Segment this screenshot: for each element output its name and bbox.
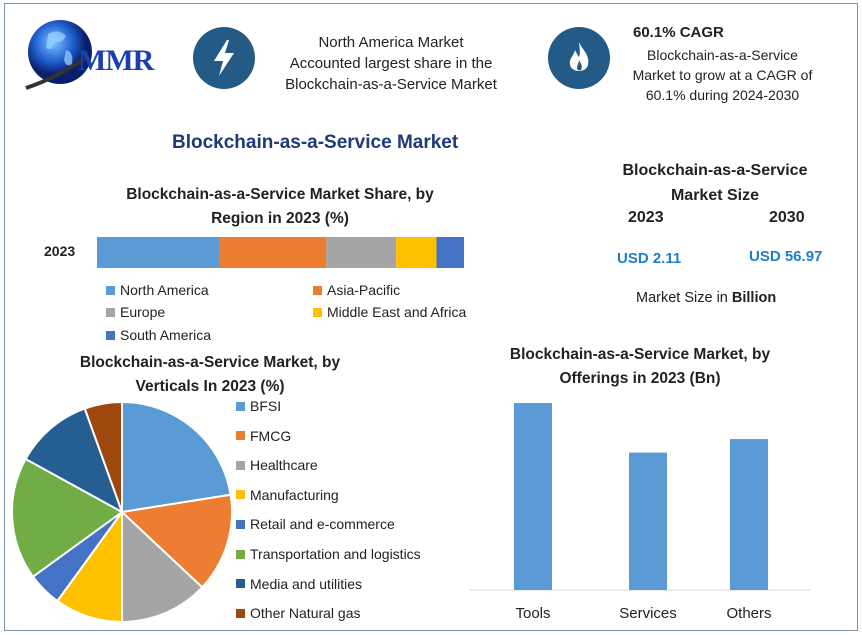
legend-item: Middle East and Africa (313, 304, 466, 320)
cagr-title: 60.1% CAGR (633, 24, 724, 41)
legend-item: South America (106, 327, 211, 343)
legend-label: Transportation and logistics (250, 546, 421, 562)
pie-slice-media-and-utilities (24, 407, 124, 515)
market-size-title: Blockchain-as-a-Service Market Size (600, 158, 830, 208)
verticals-title-line: Blockchain-as-a-Service Market, by (79, 354, 341, 371)
legend-item: Transportation and logistics (236, 546, 421, 562)
logo-text: MMR (78, 44, 154, 77)
infographic-frame (4, 3, 858, 631)
market-value-2023: USD 2.11 (617, 250, 682, 267)
legend-item: Europe (106, 304, 165, 320)
market-size-note: Market Size in Billion (636, 290, 776, 306)
legend-item: Media and utilities (236, 576, 362, 592)
legend-item: Retail and e-commerce (236, 516, 395, 532)
region-chart-title: Blockchain-as-a-Service Market Share, by… (80, 183, 480, 231)
bar-segment-europe (326, 237, 397, 268)
legend-swatch (313, 285, 322, 295)
legend-swatch (236, 608, 245, 618)
note-prefix: Market Size in (636, 290, 732, 306)
legend-label: Manufacturing (250, 486, 339, 503)
offerings-title-line: Blockchain-as-a-Service Market, by (509, 346, 771, 363)
bar-segment-asia-pacific (219, 237, 327, 268)
pie-slice-other-natural-gas (83, 400, 123, 513)
market-value-2030: USD 56.97 (749, 248, 823, 265)
x-tick-label: Others (726, 605, 771, 622)
pie-slice-transportation-and-logistics (11, 457, 124, 579)
legend-label: Asia-Pacific (327, 282, 401, 298)
bar-segment-middle-east-and-africa (396, 237, 437, 268)
info2-line: Blockchain-as-a-Service (647, 47, 798, 63)
region-title-line: Blockchain-as-a-Service Market Share, by (126, 186, 434, 203)
legend-item: North America (106, 282, 209, 298)
legend-item: Asia-Pacific (313, 282, 400, 298)
year-2023: 2023 (628, 209, 664, 226)
info1-line: North America Market (318, 34, 464, 51)
legend-label: BFSI (250, 398, 282, 414)
x-tick-label: Tools (515, 605, 550, 622)
legend-swatch (236, 490, 245, 500)
legend-swatch (236, 431, 245, 441)
x-tick-label: Services (619, 605, 677, 622)
verticals-title-line: Verticals In 2023 (%) (135, 378, 285, 395)
info2-line: Market to grow at a CAGR of (632, 67, 813, 83)
legend-swatch (106, 285, 115, 295)
legend-swatch (106, 307, 115, 317)
legend-item: BFSI (236, 398, 281, 414)
pie-slice-fmcg (119, 493, 233, 589)
legend-label: Healthcare (250, 457, 318, 474)
offerings-title-line: Offerings in 2023 (Bn) (559, 370, 721, 387)
legend-swatch (236, 549, 245, 559)
legend-swatch (106, 330, 115, 340)
info2-line: 60.1% during 2024-2030 (645, 87, 800, 103)
main-title: Blockchain-as-a-Service Market (172, 132, 459, 153)
legend-item: Manufacturing (236, 487, 339, 503)
market-size-title-line: Market Size (670, 187, 760, 204)
legend-swatch (236, 519, 245, 529)
legend-label: Retail and e-commerce (250, 516, 395, 533)
region-title-line: Region in 2023 (%) (211, 210, 349, 227)
north-america-info: North America Market Accounted largest s… (266, 32, 516, 95)
verticals-chart-title: Blockchain-as-a-Service Market, by Verti… (40, 351, 380, 399)
bar-segment-north-america (97, 237, 220, 268)
lightning-bolt-icon (193, 27, 255, 89)
legend-label: South America (120, 327, 212, 343)
legend-label: Media and utilities (250, 575, 363, 592)
legend-label: North America (120, 282, 209, 298)
legend-item: Other Natural gas (236, 605, 361, 621)
info1-line: Blockchain-as-a-Service Market (285, 76, 497, 93)
info1-line: Accounted largest share in the (289, 55, 493, 72)
cagr-info: Blockchain-as-a-Service Market to grow a… (615, 45, 830, 105)
market-size-title-line: Blockchain-as-a-Service (622, 162, 808, 179)
flame-icon (548, 27, 610, 89)
legend-item: Healthcare (236, 457, 318, 473)
legend-swatch (313, 307, 322, 317)
region-category-label: 2023 (44, 243, 76, 259)
legend-item: FMCG (236, 428, 291, 444)
year-2030: 2030 (769, 209, 805, 226)
legend-label: Other Natural gas (250, 605, 361, 622)
bar-tools (514, 403, 552, 590)
legend-swatch (236, 579, 245, 589)
legend-label: FMCG (250, 427, 292, 444)
pie-slice-bfsi (121, 400, 232, 514)
bar-others (730, 439, 768, 590)
offerings-chart-title: Blockchain-as-a-Service Market, by Offer… (470, 343, 810, 391)
verticals-pie-chart (11, 400, 233, 624)
legend-swatch (236, 460, 245, 470)
mmr-logo: MMR (18, 10, 178, 100)
bar-services (629, 452, 667, 590)
note-unit: Billion (731, 290, 777, 306)
offerings-bar-chart: Tools Services Others (470, 403, 810, 622)
pie-slice-healthcare (121, 509, 204, 624)
region-stacked-bar (97, 237, 464, 268)
bar-segment-south-america (436, 237, 464, 268)
legend-label: Middle East and Africa (327, 304, 467, 320)
legend-label: Europe (120, 304, 166, 320)
globe-icon (25, 20, 92, 90)
legend-swatch (236, 401, 245, 411)
